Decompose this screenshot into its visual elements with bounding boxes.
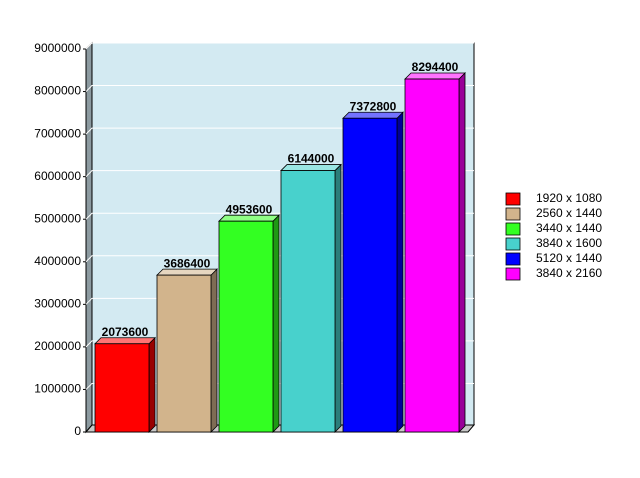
legend-label: 2560 x 1440 (536, 206, 602, 220)
legend-swatch (505, 207, 521, 221)
y-tick-label: 1000000 (34, 382, 81, 396)
data-label: 7372800 (350, 99, 397, 113)
legend-swatch (505, 222, 521, 236)
bar-side (458, 72, 466, 433)
legend-swatch (505, 252, 521, 266)
grid-line (85, 42, 474, 50)
side-wall (85, 41, 93, 434)
y-tick-label: 3000000 (34, 297, 81, 311)
bar-side (334, 163, 342, 433)
bar (342, 117, 398, 433)
y-tick-label: 8000000 (34, 84, 81, 98)
y-tick-label: 7000000 (34, 126, 81, 140)
legend-swatch (505, 267, 521, 281)
legend-label: 1920 x 1080 (536, 191, 602, 205)
bar (156, 274, 212, 433)
legend-swatch (505, 237, 521, 251)
grid-line (85, 85, 474, 92)
bar-side (148, 336, 156, 433)
data-label: 2073600 (102, 325, 149, 339)
data-label: 6144000 (288, 152, 335, 166)
legend-label: 5120 x 1440 (536, 251, 602, 265)
legend-swatch (505, 192, 521, 206)
bar (280, 170, 336, 433)
y-tick-label: 6000000 (34, 169, 81, 183)
bar-side (210, 268, 218, 433)
data-label: 3686400 (164, 256, 211, 270)
bar (404, 78, 460, 433)
y-tick-label: 5000000 (34, 211, 81, 225)
y-tick-label: 0 (74, 424, 81, 438)
y-tick-label: 9000000 (34, 41, 81, 55)
bar-side (396, 111, 404, 433)
bar-side (272, 214, 280, 433)
data-label: 4953600 (226, 202, 273, 216)
legend-label: 3840 x 2160 (536, 266, 602, 280)
y-tick-label: 2000000 (34, 339, 81, 353)
bar (218, 220, 274, 433)
data-label: 8294400 (412, 60, 459, 74)
legend-label: 3440 x 1440 (536, 221, 602, 235)
bar (94, 343, 150, 433)
y-tick-label: 4000000 (34, 254, 81, 268)
legend-label: 3840 x 1600 (536, 236, 602, 250)
